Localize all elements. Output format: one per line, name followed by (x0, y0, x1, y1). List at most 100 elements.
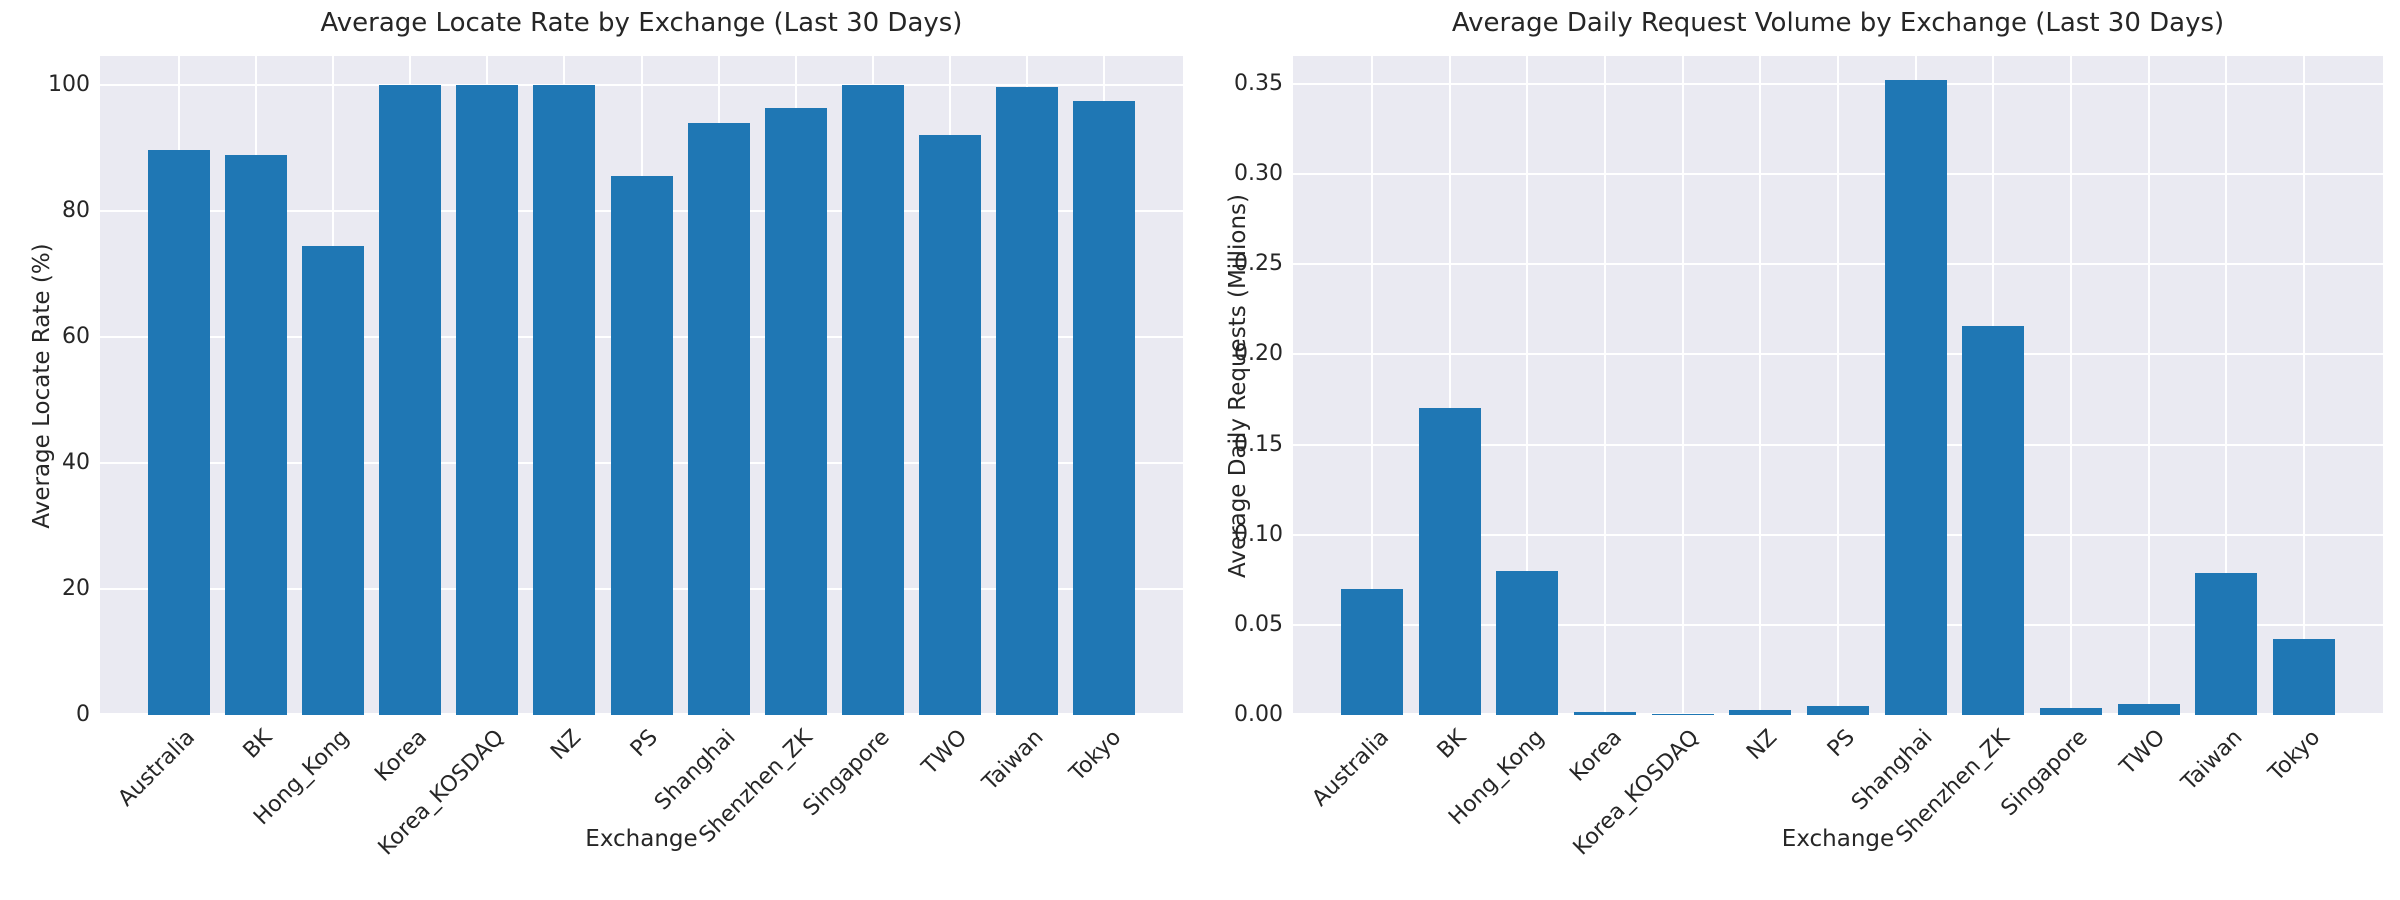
y-tick-label: 60 (62, 323, 90, 349)
h-gridline (100, 209, 1183, 212)
x-tick-label: PS (626, 725, 664, 762)
v-gridline (949, 56, 952, 715)
bar-Singapore (842, 85, 904, 715)
h-gridline (1293, 533, 2383, 536)
v-gridline (486, 56, 489, 715)
v-gridline (871, 56, 874, 715)
bar-NZ (1729, 710, 1791, 715)
x-tick-label: Tokyo (2264, 725, 2326, 787)
x-tick-label: Shanghai (1846, 725, 1938, 816)
y-tick-label: 0.05 (1234, 611, 1283, 637)
bar-Shenzhen_ZK (1962, 326, 2024, 715)
y-tick-label: 20 (62, 575, 90, 601)
v-gridline (254, 56, 257, 715)
v-gridline (2302, 56, 2305, 715)
y-tick-label: 80 (62, 197, 90, 223)
bar-Korea (1574, 712, 1636, 715)
bar-PS (1807, 706, 1869, 715)
v-gridline (1837, 56, 1839, 715)
v-gridline (1759, 56, 1762, 715)
bar-PS (611, 176, 673, 715)
h-gridline (100, 461, 1183, 464)
h-gridline (100, 83, 1183, 86)
x-tick-label: Australia (1307, 725, 1394, 812)
v-gridline (1604, 56, 1607, 715)
x-tick-label: Shanghai (649, 725, 741, 816)
h-gridline (1293, 82, 2383, 85)
x-tick-label: BK (1432, 725, 1472, 764)
bar-TWO (2118, 704, 2180, 715)
v-gridline (2069, 56, 2072, 715)
v-gridline (1526, 56, 1529, 715)
bar-TWO (919, 135, 981, 715)
chart-title: Average Locate Rate by Exchange (Last 30… (320, 8, 963, 38)
y-axis-label: Average Locate Rate (%) (29, 242, 55, 529)
bar-BK (1419, 408, 1481, 715)
y-tick-label: 0.30 (1234, 161, 1283, 187)
bar-Tokyo (1073, 101, 1135, 715)
bar-Australia (1341, 589, 1403, 715)
plot-area (100, 56, 1183, 715)
x-axis-label: Exchange (1781, 826, 1895, 852)
y-tick-label: 100 (48, 71, 90, 97)
x-tick-label: Hong_Kong (1444, 725, 1550, 831)
chart-title: Average Daily Request Volume by Exchange… (1451, 8, 2225, 38)
y-tick-label: 0.35 (1234, 70, 1283, 96)
v-gridline (1448, 56, 1451, 715)
bar-Shenzhen_ZK (765, 108, 827, 715)
v-gridline (2147, 56, 2150, 715)
x-tick-label: PS (1822, 725, 1860, 762)
y-tick-label: 0.00 (1234, 702, 1283, 727)
bar-Hong_Kong (1496, 571, 1558, 715)
bar-Taiwan (2195, 573, 2257, 715)
h-gridline (100, 713, 1183, 715)
v-gridline (1681, 56, 1684, 715)
y-axis-label: Average Daily Requests (Millions) (1225, 193, 1251, 578)
h-gridline (1293, 263, 2383, 266)
x-tick-label: NZ (546, 725, 587, 765)
bar-Tokyo (2273, 639, 2335, 715)
x-tick-label: Korea_KOSDAQ (1569, 725, 1705, 861)
v-gridline (1992, 56, 1995, 715)
h-gridline (100, 335, 1183, 338)
bar-Korea_KOSDAQ (456, 85, 518, 715)
x-tick-label: Korea (369, 725, 432, 787)
bar-Korea (379, 85, 441, 715)
x-tick-label: Korea_KOSDAQ (373, 725, 509, 861)
v-gridline (1371, 56, 1374, 715)
y-tick-label: 0 (76, 702, 90, 727)
v-gridline (640, 56, 643, 715)
bar-Singapore (2040, 708, 2102, 715)
x-tick-label: Korea (1565, 725, 1627, 787)
y-tick-label: 0.15 (1234, 431, 1283, 457)
x-tick-label: Shenzhen_ZK (694, 725, 818, 848)
h-gridline (1293, 443, 2383, 446)
v-gridline (2225, 56, 2228, 715)
v-gridline (331, 56, 334, 715)
h-gridline (100, 587, 1183, 590)
x-tick-label: Australia (113, 725, 201, 812)
x-axis-label: Exchange (585, 826, 698, 852)
x-tick-label: Tokyo (1064, 725, 1127, 787)
x-tick-label: Hong_Kong (249, 725, 355, 831)
v-gridline (1103, 56, 1106, 715)
h-gridline (1293, 353, 2383, 356)
x-tick-label: BK (238, 725, 278, 764)
y-tick-label: 0.20 (1234, 341, 1283, 367)
x-tick-label: TWO (916, 725, 972, 780)
x-tick-label: NZ (1742, 725, 1783, 765)
x-tick-label: Singapore (798, 725, 895, 822)
x-tick-label: Taiwan (2177, 725, 2248, 796)
y-tick-label: 40 (62, 449, 90, 475)
h-gridline (1293, 713, 2383, 715)
bar-NZ (533, 85, 595, 715)
bar-Taiwan (996, 87, 1058, 715)
y-tick-label: 0.25 (1234, 251, 1283, 277)
bar-Hong_Kong (302, 246, 364, 715)
x-tick-label: TWO (2115, 725, 2171, 780)
v-gridline (1026, 56, 1029, 715)
x-tick-label: Shenzhen_ZK (1892, 725, 2015, 848)
x-tick-label: Singapore (1996, 725, 2093, 822)
